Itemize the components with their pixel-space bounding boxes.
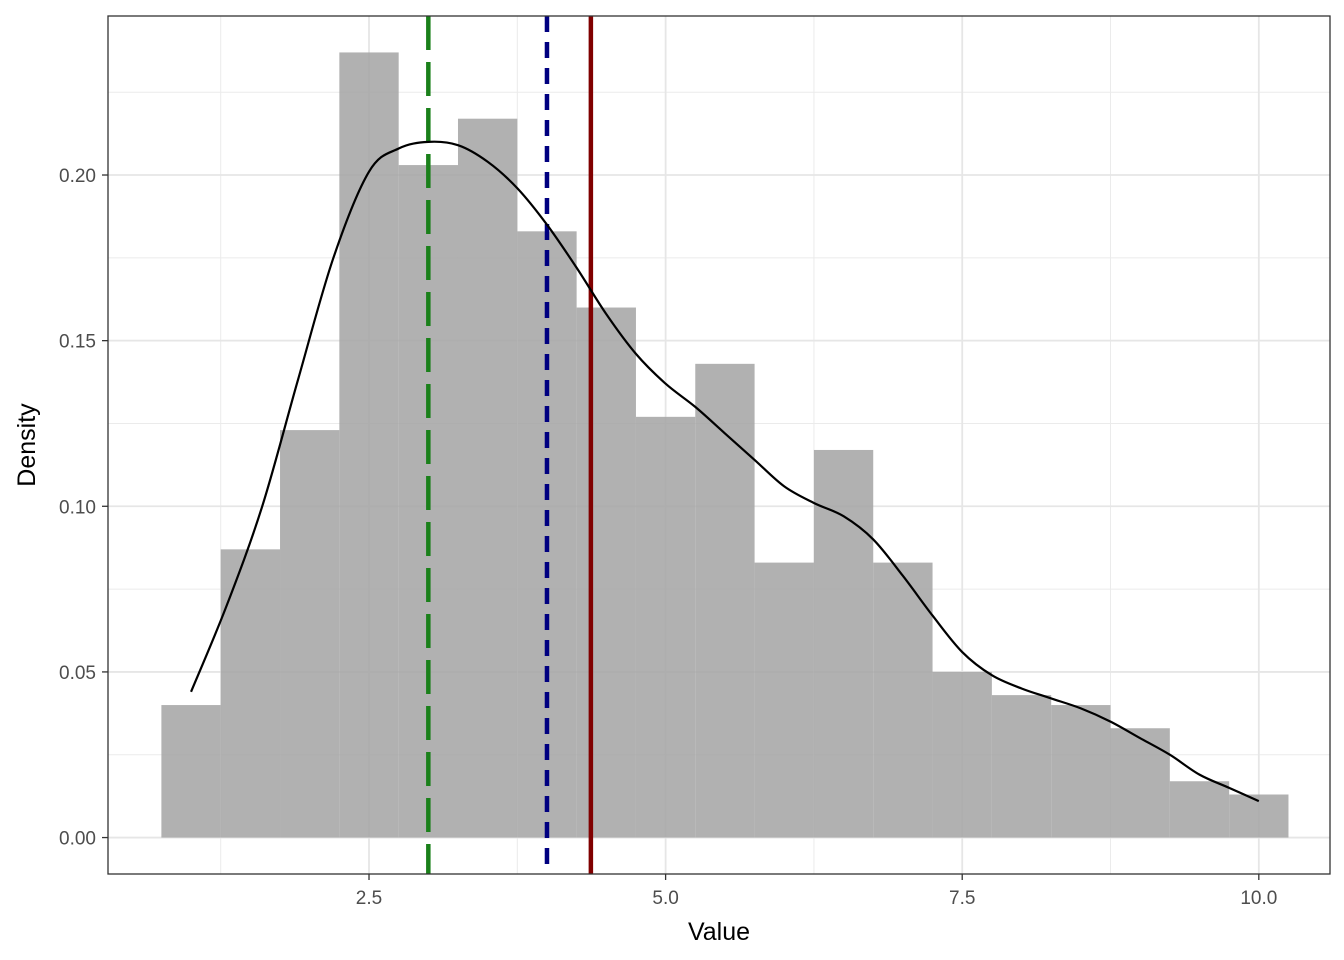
x-axis: 2.5 5.0 7.5 10.0: [356, 874, 1277, 909]
histogram-bar: [1051, 705, 1111, 838]
histogram-bar: [1169, 781, 1230, 838]
histogram-bar: [576, 307, 636, 838]
y-tick-label: 0.15: [59, 332, 96, 353]
histogram-bar: [161, 705, 221, 838]
histogram-bar: [457, 118, 518, 838]
density-curve: [190, 140, 1260, 803]
x-tick-label: 10.0: [1240, 888, 1277, 909]
x-tick-label: 2.5: [356, 888, 382, 909]
x-tick-label: 7.5: [949, 888, 975, 909]
histogram-bar: [991, 695, 1052, 838]
y-axis-title: Density: [13, 403, 41, 487]
y-tick-label: 0.00: [59, 829, 96, 850]
x-axis-title: Value: [688, 918, 750, 946]
reference-lines: [426, 16, 594, 874]
histogram-bar: [932, 671, 992, 838]
y-tick-label: 0.05: [59, 663, 96, 684]
histogram-bar: [1110, 728, 1170, 838]
histogram-bar: [220, 549, 281, 838]
plot-panel-border: [107, 15, 1331, 875]
histogram-bar: [339, 52, 399, 838]
histogram-bar: [695, 363, 755, 838]
x-tick-label: 5.0: [652, 888, 678, 909]
histogram-bar: [754, 562, 814, 838]
histogram-bar: [813, 449, 874, 838]
y-axis: 0.00 0.05 0.10 0.15 0.20: [59, 166, 108, 850]
histogram-bar: [280, 430, 340, 838]
histogram-bar: [873, 562, 933, 838]
histogram-bar: [1229, 794, 1289, 838]
histogram-bars: [161, 52, 1289, 838]
y-tick-label: 0.20: [59, 166, 96, 187]
histogram-bar: [635, 416, 696, 838]
y-tick-label: 0.10: [59, 497, 96, 518]
